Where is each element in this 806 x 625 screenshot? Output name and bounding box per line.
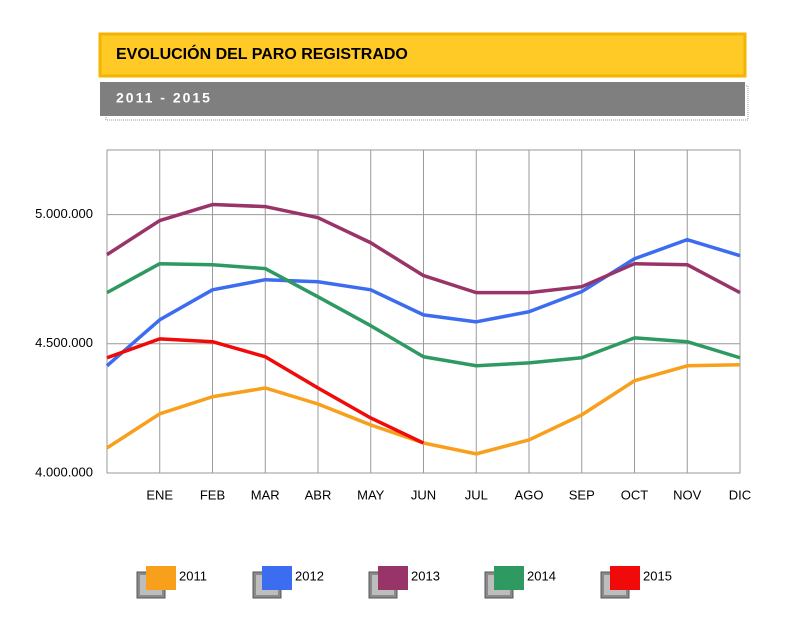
x-tick-label: DIC: [729, 487, 751, 502]
legend-label: 2011: [179, 568, 207, 583]
chart-subtitle: 2011 - 2015: [116, 90, 212, 106]
legend-swatch: [378, 566, 408, 590]
legend-swatch: [146, 566, 176, 590]
x-tick-label: ENE: [146, 487, 173, 502]
legend-label: 2013: [411, 568, 440, 583]
x-tick-label: JUN: [411, 487, 436, 502]
x-tick-label: OCT: [621, 487, 649, 502]
chart-title: EVOLUCIÓN DEL PARO REGISTRADO: [116, 44, 408, 63]
series-line: [106, 202, 741, 295]
y-tick-label: 5.000.000: [35, 206, 93, 221]
x-tick-label: SEP: [569, 487, 595, 502]
y-tick-label: 4.500.000: [35, 335, 93, 350]
legend-label: 2012: [295, 568, 324, 583]
x-tick-label: NOV: [673, 487, 702, 502]
series-line: [106, 261, 741, 368]
series-line: [106, 362, 741, 456]
legend-swatch: [610, 566, 640, 590]
subtitle-box: [100, 82, 745, 116]
series-line: [105, 237, 741, 368]
x-tick-label: FEB: [200, 487, 225, 502]
x-tick-label: JUL: [465, 487, 488, 502]
legend-label: 2014: [527, 568, 556, 583]
legend-swatch: [262, 566, 292, 590]
x-tick-label: MAY: [357, 487, 385, 502]
legend-label: 2015: [643, 568, 672, 583]
x-tick-label: ABR: [305, 487, 332, 502]
y-tick-label: 4.000.000: [35, 464, 93, 479]
x-tick-label: MAR: [251, 487, 280, 502]
x-tick-label: AGO: [515, 487, 544, 502]
title-box: [98, 32, 747, 78]
series-line: [106, 337, 425, 445]
legend-swatch: [494, 566, 524, 590]
